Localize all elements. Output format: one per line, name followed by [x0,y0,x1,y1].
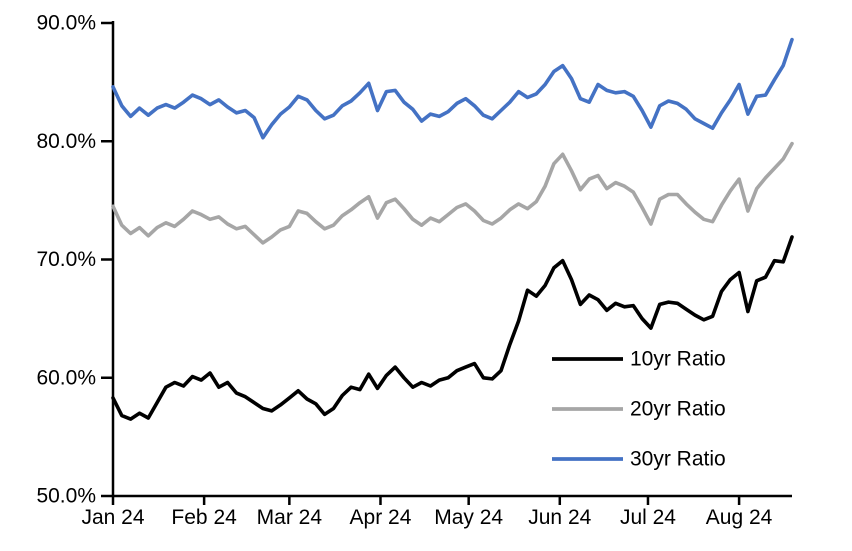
series-line-10yr-ratio [111,235,794,421]
series-line-20yr-ratio [111,141,794,245]
x-tick-label: Feb 24 [171,506,237,529]
x-tick-label: Jan 24 [81,506,144,529]
x-tick-label: Aug 24 [706,506,773,529]
x-tick-label: Apr 24 [350,506,412,529]
legend-label-20yr-ratio: 20yr Ratio [630,398,726,421]
y-tick-label: 60.0% [36,366,96,389]
y-tick-label: 50.0% [36,485,96,508]
x-tick-label: Jul 24 [620,506,676,529]
legend-label-30yr-ratio: 30yr Ratio [630,448,726,471]
x-tick-label: May 24 [434,506,503,529]
y-tick-label: 90.0% [36,12,96,35]
legend-label-10yr-ratio: 10yr Ratio [630,348,726,371]
series-line-30yr-ratio [111,37,794,140]
y-tick-label: 80.0% [36,130,96,153]
y-tick-label: 70.0% [36,248,96,271]
x-tick-label: Mar 24 [257,506,323,529]
x-tick-label: Jun 24 [528,506,591,529]
